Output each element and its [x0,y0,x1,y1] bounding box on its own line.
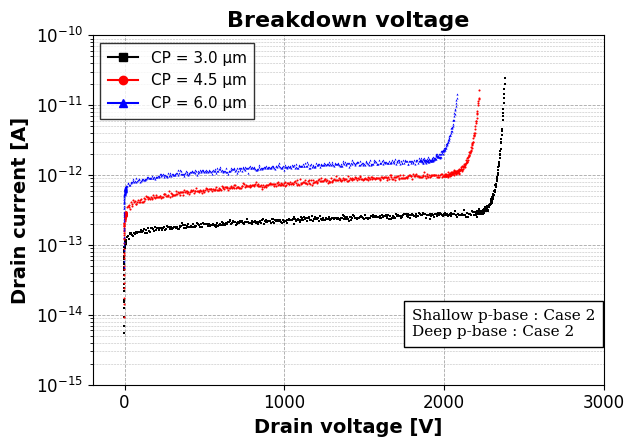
CP = 6.0 μm [453,92,460,97]
CP = 4.5 μm [340,178,347,183]
CP = 4.5 μm [120,314,128,319]
CP = 4.5 μm [143,195,151,200]
Y-axis label: Drain current [A]: Drain current [A] [11,116,30,304]
CP = 6.0 μm [396,159,403,165]
CP = 6.0 μm [263,165,271,171]
Line: CP = 6.0 μm: CP = 6.0 μm [123,93,458,268]
Line: CP = 4.5 μm: CP = 4.5 μm [123,90,480,318]
CP = 3.0 μm [187,224,195,229]
CP = 6.0 μm [324,161,331,167]
CP = 3.0 μm [501,75,509,80]
CP = 3.0 μm [120,331,128,336]
CP = 3.0 μm [403,214,411,219]
CP = 6.0 μm [177,168,184,174]
X-axis label: Drain voltage [V]: Drain voltage [V] [254,418,443,437]
CP = 6.0 μm [141,176,149,181]
CP = 3.0 μm [145,228,153,234]
Title: Breakdown voltage: Breakdown voltage [227,11,469,31]
Text: Shallow p-base : Case 2
Deep p-base : Case 2: Shallow p-base : Case 2 Deep p-base : Ca… [412,309,595,339]
CP = 3.0 μm [290,221,298,226]
Line: CP = 3.0 μm: CP = 3.0 μm [123,77,506,334]
Legend: CP = 3.0 μm, CP = 4.5 μm, CP = 6.0 μm: CP = 3.0 μm, CP = 4.5 μm, CP = 6.0 μm [100,43,254,119]
CP = 3.0 μm [448,211,455,216]
CP = 4.5 μm [181,190,189,195]
CP = 4.5 μm [275,182,282,187]
CP = 4.5 μm [418,175,425,180]
CP = 4.5 μm [475,88,483,93]
CP = 4.5 μm [377,175,385,180]
CP = 6.0 μm [358,160,366,165]
CP = 6.0 μm [120,264,128,270]
CP = 3.0 μm [362,215,370,221]
